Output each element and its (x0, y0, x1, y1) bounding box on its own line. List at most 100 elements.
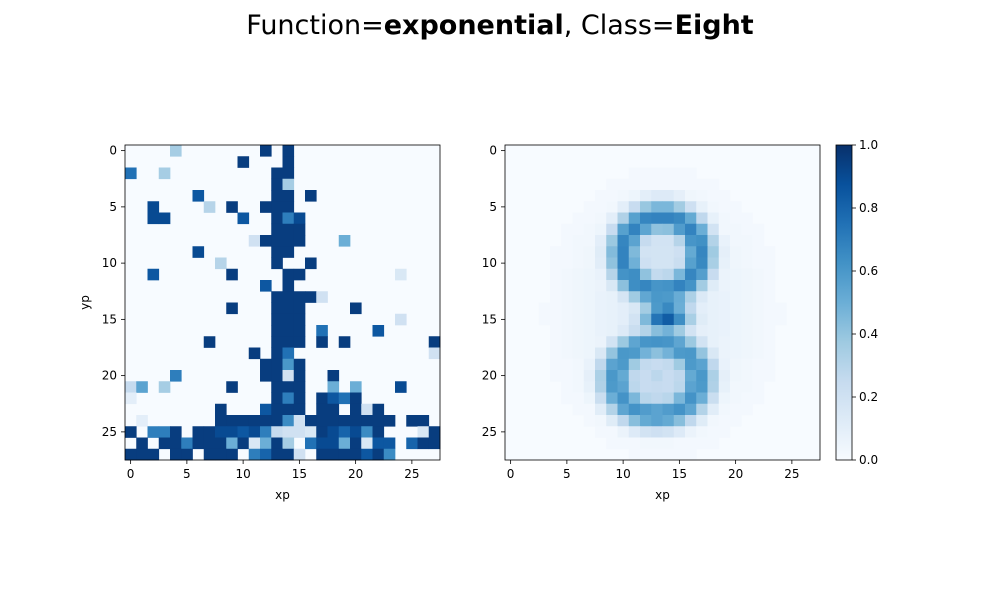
heatmap-cell (327, 426, 340, 438)
heatmap-cell (237, 415, 250, 427)
heatmap-cell (595, 325, 607, 337)
heatmap-cell (685, 190, 697, 202)
heatmap-cell (606, 381, 618, 393)
heatmap-cell (170, 370, 182, 382)
x-tick-label: 25 (404, 467, 419, 481)
y-tick-label: 20 (482, 369, 497, 383)
heatmap-cell (583, 235, 596, 247)
heatmap-cell (763, 347, 776, 360)
heatmap-cell (651, 313, 663, 326)
heatmap-cell (685, 212, 697, 225)
heatmap-cell (561, 313, 573, 326)
heatmap-cell (361, 426, 373, 438)
heatmap-cell (707, 268, 720, 281)
heatmap-cell (673, 302, 686, 315)
heatmap-cell (406, 415, 418, 427)
heatmap-cell (673, 381, 686, 393)
heatmap-cell (696, 426, 708, 438)
heatmap-cell (651, 426, 663, 438)
heatmap-cell (583, 212, 596, 225)
heatmap-cell (538, 302, 551, 315)
heatmap-cell (550, 257, 562, 270)
heatmap-cell (170, 426, 182, 438)
heatmap-cell (583, 370, 596, 382)
heatmap-cell (125, 381, 137, 393)
heatmap-cell (572, 325, 585, 337)
heatmap-cell (361, 437, 373, 450)
heatmap-cell (561, 257, 573, 270)
heatmap-cell (583, 415, 596, 427)
heatmap-cell (606, 223, 618, 236)
heatmap-cell (640, 381, 652, 393)
heatmap-cell (248, 415, 261, 427)
heatmap-cell (673, 268, 686, 281)
heatmap-cell (595, 280, 607, 292)
heatmap-cell (696, 223, 708, 236)
heatmap-cell (662, 437, 675, 450)
heatmap-cell (550, 325, 562, 337)
heatmap-cell (730, 381, 742, 393)
heatmap-cell (550, 302, 562, 315)
heatmap-cell (606, 403, 618, 416)
heatmap-cell (147, 268, 160, 281)
heatmap-cell (685, 370, 697, 382)
heatmap-cell (561, 347, 573, 360)
heatmap-cell (617, 415, 630, 427)
heatmap-cell (741, 370, 753, 382)
heatmap-cell (395, 381, 407, 393)
heatmap-cell (372, 426, 385, 438)
heatmap-cell (617, 280, 630, 292)
heatmap-cell (181, 437, 193, 450)
heatmap-cell (741, 235, 753, 247)
heatmap-cell (730, 246, 742, 258)
heatmap-cell (561, 392, 573, 405)
heatmap-cell (282, 325, 295, 337)
y-tick-label: 15 (102, 312, 117, 326)
heatmap-cell (673, 370, 686, 382)
heatmap-cell (316, 426, 328, 438)
heatmap-cell (583, 223, 596, 236)
heatmap-cell (282, 235, 295, 247)
heatmap-cell (271, 325, 283, 337)
heatmap-cell (316, 448, 328, 461)
heatmap-cell (226, 437, 238, 450)
heatmap-cell (271, 190, 283, 202)
heatmap-cell (327, 448, 340, 461)
heatmap-cell (662, 358, 675, 371)
heatmap-cell (260, 415, 272, 427)
heatmap-cell (707, 302, 720, 315)
heatmap-cell (696, 403, 708, 416)
heatmap-cell (741, 246, 753, 258)
heatmap-cell (282, 370, 295, 382)
heatmap-cell (125, 392, 137, 405)
heatmap-cell (628, 223, 641, 236)
heatmap-cell (741, 392, 753, 405)
heatmap-cell (685, 313, 697, 326)
heatmap-cell (628, 392, 641, 405)
heatmap-cell (395, 313, 407, 326)
heatmap-cell (617, 178, 630, 191)
heatmap-cell (617, 246, 630, 258)
heatmap-cell (763, 370, 776, 382)
heatmap-cell (293, 358, 306, 371)
heatmap-cell (741, 212, 753, 225)
heatmap-cell (583, 347, 596, 360)
heatmap-cell (595, 212, 607, 225)
heatmap-cell (662, 381, 675, 393)
heatmap-cell (617, 437, 630, 450)
heatmap-cell (595, 347, 607, 360)
heatmap-cell (583, 358, 596, 371)
heatmap-cell (718, 392, 731, 405)
heatmap-cell (718, 358, 731, 371)
heatmap-cell (282, 223, 295, 236)
heatmap-cell (271, 358, 283, 371)
heatmap-cell (395, 268, 407, 281)
heatmap-cell (170, 145, 182, 157)
heatmap-cell (316, 437, 328, 450)
heatmap-cell (741, 223, 753, 236)
heatmap-cell (763, 325, 776, 337)
heatmap-cell (260, 437, 272, 450)
heatmap-cell (293, 223, 306, 236)
heatmap-cell (215, 257, 227, 270)
heatmap-cell (595, 246, 607, 258)
